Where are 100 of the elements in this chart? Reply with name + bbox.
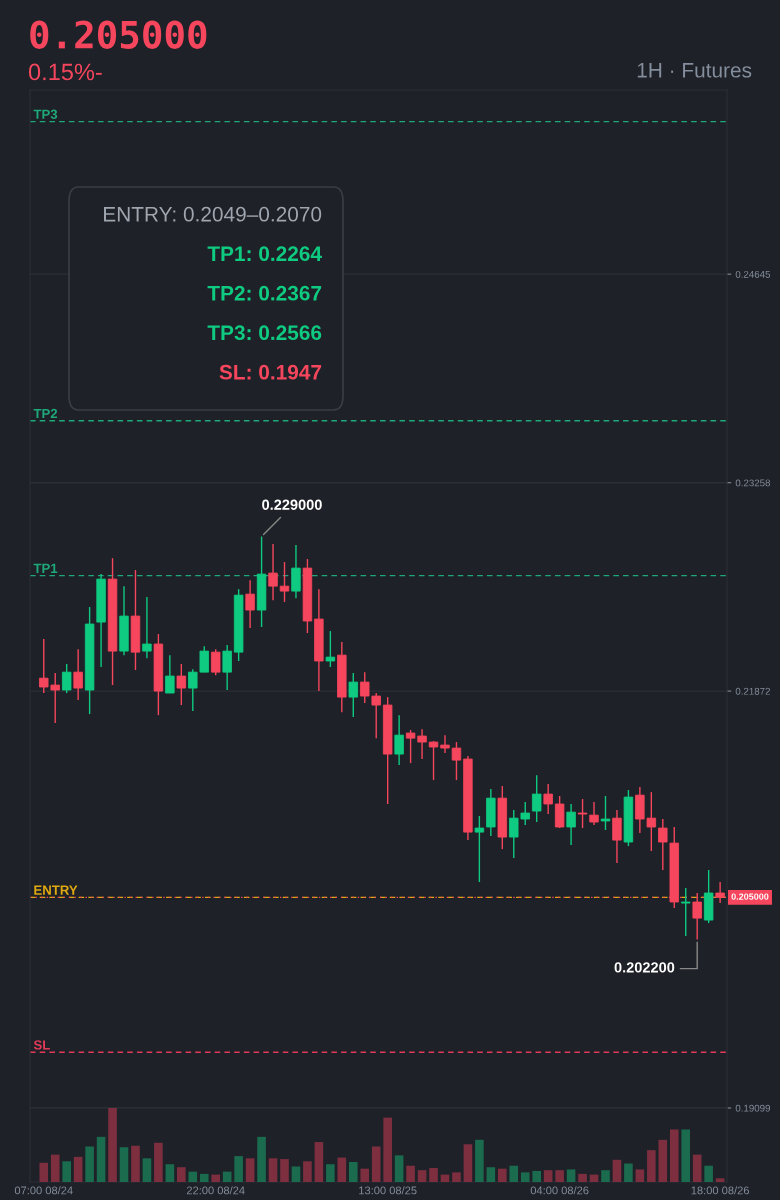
- bar: [50, 1154, 60, 1182]
- bar: [715, 1178, 725, 1182]
- bar: [314, 1142, 324, 1182]
- candlestick: [245, 579, 255, 629]
- candlestick: [681, 887, 691, 937]
- ref-line-label: TP3: [33, 109, 58, 119]
- bar: [188, 1171, 198, 1182]
- chart-title: 0.205000: [30, 20, 207, 49]
- y-tick-label: 0.19099: [735, 1104, 771, 1112]
- bar: [303, 1161, 312, 1182]
- candlestick: [222, 644, 232, 691]
- x-tick-label: 22:00 08/24: [186, 1186, 245, 1195]
- bar: [624, 1163, 633, 1182]
- bar: [704, 1165, 713, 1182]
- bar: [348, 1162, 358, 1182]
- bar: [360, 1168, 370, 1182]
- bar: [108, 1108, 117, 1182]
- bar: [119, 1147, 129, 1182]
- bar: [601, 1170, 610, 1182]
- candlestick: [176, 663, 187, 706]
- bar: [543, 1170, 553, 1182]
- bar: [371, 1146, 381, 1182]
- annotation: 0.202200: [614, 962, 675, 973]
- candlestick: [279, 561, 290, 603]
- bar: [394, 1155, 404, 1182]
- bar: [647, 1150, 656, 1182]
- candlestick: [428, 740, 439, 781]
- bar: [429, 1167, 438, 1182]
- bar: [245, 1158, 255, 1182]
- text: 1H · Futures: [637, 63, 752, 78]
- bar: [199, 1173, 209, 1182]
- candlestick: [210, 648, 221, 676]
- bar: [578, 1173, 587, 1182]
- bar: [509, 1165, 519, 1182]
- bar: [635, 1169, 645, 1182]
- candlestick: [268, 543, 278, 601]
- candlestick: [451, 741, 462, 781]
- candlestick: [348, 672, 358, 718]
- bar: [566, 1169, 576, 1182]
- candlestick: [566, 803, 576, 846]
- bar: [463, 1144, 473, 1182]
- annotation: TP1: 0.2264: [207, 246, 322, 262]
- candlestick: [531, 774, 542, 823]
- candlestick: [142, 596, 152, 659]
- bar: [131, 1145, 140, 1182]
- bar: [326, 1164, 335, 1182]
- bar: [73, 1156, 83, 1182]
- ref-line-label: SL: [33, 1040, 50, 1050]
- x-tick-label: 18:00 08/26: [691, 1186, 749, 1195]
- bar: [291, 1166, 301, 1182]
- bar: [383, 1117, 392, 1182]
- x-tick-label: 13:00 08/25: [359, 1186, 417, 1195]
- bar: [475, 1139, 484, 1182]
- bar: [417, 1170, 427, 1182]
- candlestick: [61, 663, 72, 694]
- bar: [486, 1167, 496, 1182]
- bar: [532, 1170, 541, 1182]
- bar: [280, 1159, 289, 1182]
- bar: [406, 1165, 415, 1182]
- candlestick: [692, 892, 702, 941]
- ref-line-label: ENTRY: [34, 885, 78, 895]
- candlestick: [325, 630, 336, 668]
- bar: [257, 1136, 266, 1182]
- bar: [337, 1157, 347, 1182]
- y-tick-label: 0.21872: [735, 687, 770, 695]
- candlestick: [612, 809, 622, 864]
- candlestick: [554, 795, 565, 829]
- bar: [234, 1156, 243, 1182]
- bar: [669, 1129, 679, 1182]
- annotation: TP2: 0.2367: [207, 285, 322, 301]
- candlestick: [440, 734, 450, 754]
- bar: [211, 1174, 221, 1182]
- bar: [222, 1171, 232, 1182]
- x-tick-label: 04:00 08/26: [530, 1186, 589, 1195]
- bar: [658, 1139, 668, 1182]
- bar: [555, 1170, 564, 1182]
- bar: [96, 1136, 106, 1182]
- bar: [612, 1159, 622, 1182]
- bar: [681, 1129, 691, 1182]
- y-tick-label: 0.24645: [735, 270, 771, 278]
- bar: [165, 1164, 175, 1182]
- annotation: ENTRY: 0.2049–0.2070: [104, 206, 322, 222]
- ref-line-label: TP2: [33, 408, 58, 419]
- bar: [39, 1162, 49, 1182]
- candlestick: [543, 783, 553, 815]
- bar: [142, 1158, 152, 1182]
- bar: [268, 1158, 278, 1182]
- bar: [498, 1168, 507, 1182]
- annotation: TP3: 0.2566: [207, 325, 322, 341]
- candlestick: [474, 815, 485, 883]
- candlestick: [73, 648, 83, 701]
- chart-subtitle: 0.15%-: [28, 63, 102, 81]
- ref-line-label: TP1: [33, 563, 58, 573]
- y-tick-label: 0.23258: [735, 479, 771, 487]
- bar: [85, 1146, 94, 1182]
- candlestick: [291, 544, 301, 599]
- candlestick: [600, 795, 611, 831]
- bar: [520, 1172, 530, 1182]
- candlestick: [394, 714, 404, 766]
- annotation: SL: 0.1947: [219, 364, 322, 380]
